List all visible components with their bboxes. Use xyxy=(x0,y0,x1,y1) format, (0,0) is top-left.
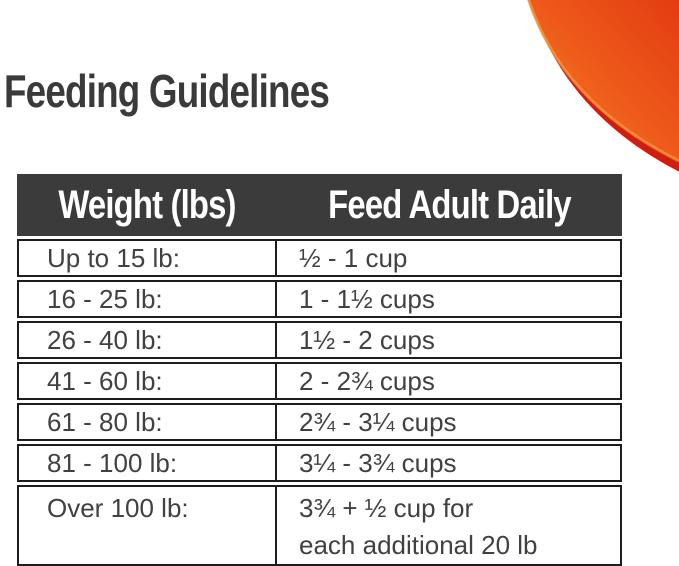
feed-cell: 1½ - 2 cups xyxy=(277,321,622,359)
table-row: 81 - 100 lb: 3¼ - 3¾ cups xyxy=(17,444,622,482)
column-header-feed: Feed Adult Daily xyxy=(277,174,622,236)
swoosh-orange-body xyxy=(528,0,679,161)
page-title: Feeding Guidelines xyxy=(4,65,330,117)
table-row: 16 - 25 lb: 1 - 1½ cups xyxy=(17,280,622,318)
feed-cell: ½ - 1 cup xyxy=(277,239,622,277)
feeding-guidelines-table: Weight (lbs) Feed Adult Daily Up to 15 l… xyxy=(17,171,622,566)
weight-cell: 16 - 25 lb: xyxy=(17,280,277,318)
weight-cell: Over 100 lb: xyxy=(17,485,277,566)
table-row: 26 - 40 lb: 1½ - 2 cups xyxy=(17,321,622,359)
column-header-weight: Weight (lbs) xyxy=(17,174,277,236)
weight-cell: Up to 15 lb: xyxy=(17,239,277,277)
feed-cell: 2¾ - 3¼ cups xyxy=(277,403,622,441)
feed-cell: 3¾ + ½ cup for each additional 20 lb xyxy=(277,485,622,566)
weight-cell: 61 - 80 lb: xyxy=(17,403,277,441)
feed-cell: 2 - 2¾ cups xyxy=(277,362,622,400)
weight-cell: 41 - 60 lb: xyxy=(17,362,277,400)
feed-cell: 3¼ - 3¾ cups xyxy=(277,444,622,482)
table-row: Over 100 lb: 3¾ + ½ cup for each additio… xyxy=(17,485,622,566)
table-row: 41 - 60 lb: 2 - 2¾ cups xyxy=(17,362,622,400)
feed-cell: 1 - 1½ cups xyxy=(277,280,622,318)
column-header-feed-label: Feed Adult Daily xyxy=(328,182,571,227)
weight-cell: 26 - 40 lb: xyxy=(17,321,277,359)
table-row: 61 - 80 lb: 2¾ - 3¼ cups xyxy=(17,403,622,441)
weight-cell: 81 - 100 lb: xyxy=(17,444,277,482)
swoosh-edge-highlight xyxy=(527,0,679,163)
table-header-row: Weight (lbs) Feed Adult Daily xyxy=(17,174,622,236)
table-row: Up to 15 lb: ½ - 1 cup xyxy=(17,239,622,277)
swoosh-red-rim xyxy=(530,1,679,172)
column-header-weight-label: Weight (lbs) xyxy=(58,182,236,227)
